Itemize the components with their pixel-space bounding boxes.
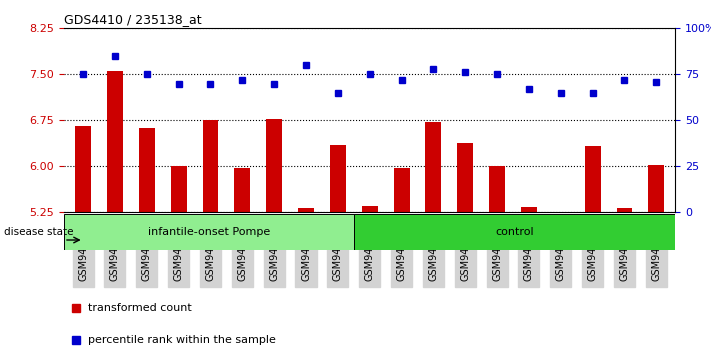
Bar [298,208,314,212]
Text: disease state: disease state [4,227,74,236]
Bar [139,128,155,212]
Bar [75,126,91,212]
Text: infantile-onset Pompe: infantile-onset Pompe [148,227,270,237]
Bar [648,165,664,212]
Bar [489,166,505,212]
Text: transformed count: transformed count [88,303,192,313]
Bar [203,120,218,212]
Bar [425,122,442,212]
Bar [64,214,353,250]
Bar [521,207,537,212]
Bar [394,168,410,212]
Bar [616,208,633,212]
Bar [266,119,282,212]
Bar [107,71,123,212]
Text: GDS4410 / 235138_at: GDS4410 / 235138_at [64,13,202,26]
Bar [584,146,601,212]
Text: percentile rank within the sample: percentile rank within the sample [88,335,277,345]
Bar [362,206,378,212]
Bar [235,167,250,212]
Bar [457,143,474,212]
Bar [353,214,675,250]
Text: control: control [496,227,534,237]
Bar [171,166,186,212]
Bar [330,145,346,212]
